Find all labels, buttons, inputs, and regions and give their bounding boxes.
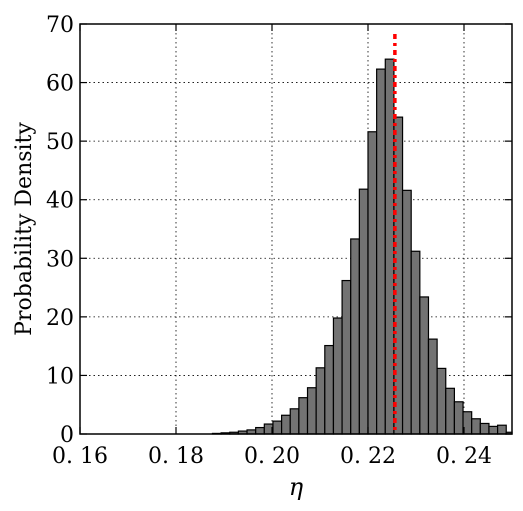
histogram-bar xyxy=(358,188,369,435)
histogram-bar xyxy=(436,367,447,435)
x-tick-labels: 0. 16 0. 18 0. 20 0. 22 0. 24 xyxy=(52,444,492,469)
x-tick-label: 0. 24 xyxy=(436,444,492,469)
histogram-bar xyxy=(401,189,412,435)
histogram-bar xyxy=(488,425,499,435)
y-tick-labels: 0 10 20 30 40 50 60 70 xyxy=(46,13,74,448)
histogram-bar xyxy=(453,401,464,435)
x-tick-label: 0. 20 xyxy=(244,444,300,469)
x-tick-label: 0. 22 xyxy=(340,444,396,469)
histogram-bar xyxy=(384,58,395,435)
y-tick-label: 30 xyxy=(46,247,74,272)
histogram-bar xyxy=(410,250,421,435)
histogram-bar xyxy=(272,420,283,435)
plot-frame xyxy=(79,23,513,435)
histogram-bar xyxy=(419,296,430,435)
x-axis-label: η xyxy=(289,473,304,501)
y-axis-label: Probability Density xyxy=(12,122,37,336)
y-tick-label: 70 xyxy=(46,13,74,38)
histogram-bar xyxy=(479,422,490,435)
histogram-bar xyxy=(376,68,386,435)
grid-lines xyxy=(80,24,512,434)
histogram-bar xyxy=(315,367,326,435)
histogram-bar xyxy=(298,397,309,435)
axis-ticks xyxy=(79,23,512,435)
y-tick-label: 60 xyxy=(46,72,74,97)
histogram-bar xyxy=(471,418,481,435)
x-tick-label: 0. 16 xyxy=(52,444,108,469)
histogram-bar xyxy=(427,338,438,435)
histogram-bar xyxy=(341,279,352,435)
histogram-bar xyxy=(255,426,265,435)
histogram-bar xyxy=(350,238,360,435)
histogram-bar xyxy=(332,317,343,435)
y-tick-label: 20 xyxy=(46,306,74,331)
histogram-bar xyxy=(497,424,507,435)
histogram-bar xyxy=(445,387,456,435)
histogram-bars xyxy=(211,58,513,435)
y-tick-label: 50 xyxy=(46,130,74,155)
histogram-bar xyxy=(367,131,378,435)
histogram-bar xyxy=(289,408,300,435)
y-tick-label: 0 xyxy=(60,423,74,448)
y-tick-label: 40 xyxy=(46,189,74,214)
histogram-bar xyxy=(306,387,317,435)
x-tick-label: 0. 18 xyxy=(148,444,204,469)
histogram-bar xyxy=(281,414,291,435)
histogram-bar xyxy=(324,344,335,435)
y-tick-label: 10 xyxy=(46,364,74,389)
